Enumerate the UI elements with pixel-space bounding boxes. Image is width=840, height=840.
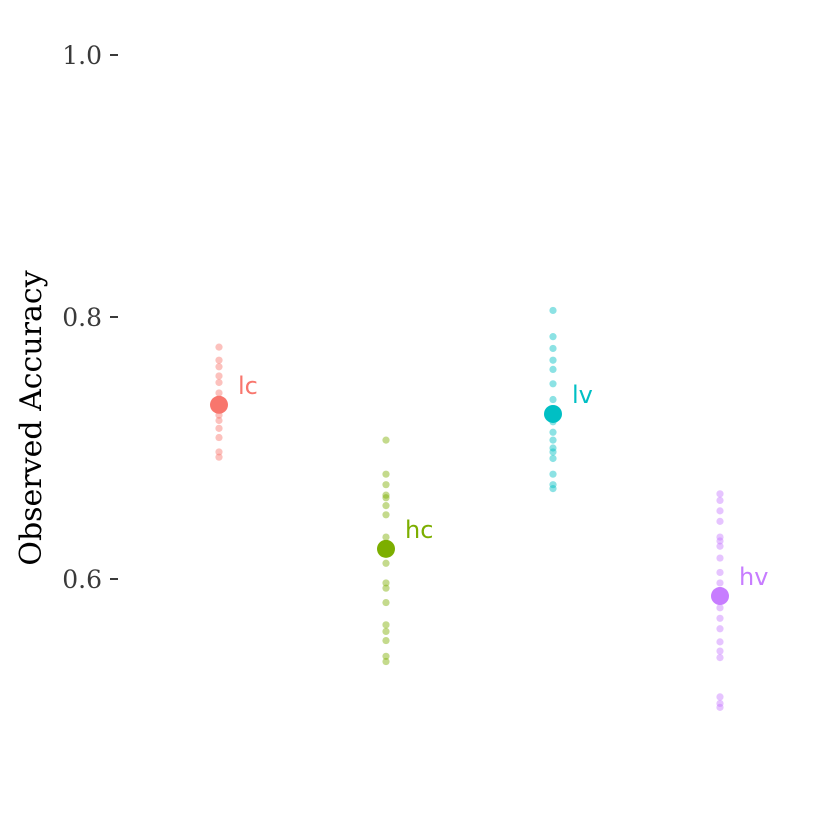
mean-point	[544, 404, 562, 423]
series-lc: lc	[210, 343, 258, 461]
data-point	[549, 454, 557, 463]
data-point	[215, 433, 223, 442]
group-label: lv	[572, 381, 593, 409]
data-point	[716, 604, 724, 612]
data-point	[382, 494, 390, 502]
data-point	[549, 365, 557, 373]
data-point	[215, 356, 223, 364]
data-point	[549, 356, 557, 364]
data-point	[382, 584, 390, 592]
data-point	[716, 614, 724, 622]
data-point	[382, 559, 390, 567]
data-point	[716, 568, 724, 577]
mean-point	[711, 587, 729, 606]
data-point	[215, 453, 223, 461]
data-point	[716, 654, 724, 662]
data-point	[215, 424, 223, 432]
data-point	[549, 436, 557, 444]
y-axis: 0.6 0.8 1.0	[62, 41, 118, 594]
data-point	[549, 444, 557, 452]
data-point	[716, 693, 724, 701]
data-point	[549, 306, 557, 315]
series-hc: hc	[377, 436, 433, 666]
data-point	[549, 448, 557, 456]
data-point	[215, 389, 223, 397]
data-point	[716, 579, 724, 587]
data-point	[382, 636, 390, 645]
data-point	[549, 481, 557, 489]
data-point	[716, 554, 724, 562]
data-point	[716, 533, 724, 541]
data-point	[382, 579, 390, 587]
data-point	[382, 491, 390, 499]
data-point	[382, 652, 390, 660]
series-hv: hv	[711, 490, 768, 711]
y-tick-label: 0.8	[62, 303, 102, 332]
data-point	[549, 344, 557, 353]
y-axis-title: Observed Accuracy	[14, 270, 49, 565]
group-label: lc	[238, 372, 258, 400]
series-lv: lv	[544, 306, 593, 493]
data-point	[549, 333, 557, 341]
data-point	[382, 511, 390, 519]
data-point	[382, 470, 390, 478]
data-point	[549, 395, 557, 404]
y-tick-label: 1.0	[62, 41, 102, 70]
data-point	[716, 699, 724, 708]
data-point	[215, 448, 223, 456]
data-point	[382, 502, 390, 510]
data-point	[382, 533, 390, 541]
data-point	[549, 470, 557, 478]
data-point	[716, 507, 724, 515]
data-point	[716, 625, 724, 633]
data-point	[382, 598, 390, 607]
data-point	[716, 703, 724, 711]
data-point	[215, 363, 223, 371]
data-point	[382, 436, 390, 444]
data-point	[549, 485, 557, 493]
data-point	[382, 481, 390, 489]
data-point	[716, 490, 724, 498]
plot-area: lc hc lv hv	[210, 306, 768, 711]
data-point	[716, 542, 724, 550]
data-point	[716, 647, 724, 655]
group-label: hv	[739, 563, 768, 591]
data-point	[215, 378, 223, 387]
data-point	[382, 627, 390, 636]
mean-point	[210, 395, 228, 414]
data-point	[716, 638, 724, 646]
data-point	[549, 428, 557, 436]
data-point	[716, 496, 724, 504]
data-point	[716, 517, 724, 525]
data-point	[215, 372, 223, 380]
data-point	[382, 621, 390, 629]
data-point	[716, 537, 724, 545]
data-point	[215, 343, 223, 351]
data-point	[215, 416, 223, 425]
mean-point	[377, 539, 395, 558]
data-point	[382, 657, 390, 666]
y-tick-label: 0.6	[62, 565, 102, 594]
group-label: hc	[405, 516, 433, 544]
data-point	[549, 380, 557, 388]
